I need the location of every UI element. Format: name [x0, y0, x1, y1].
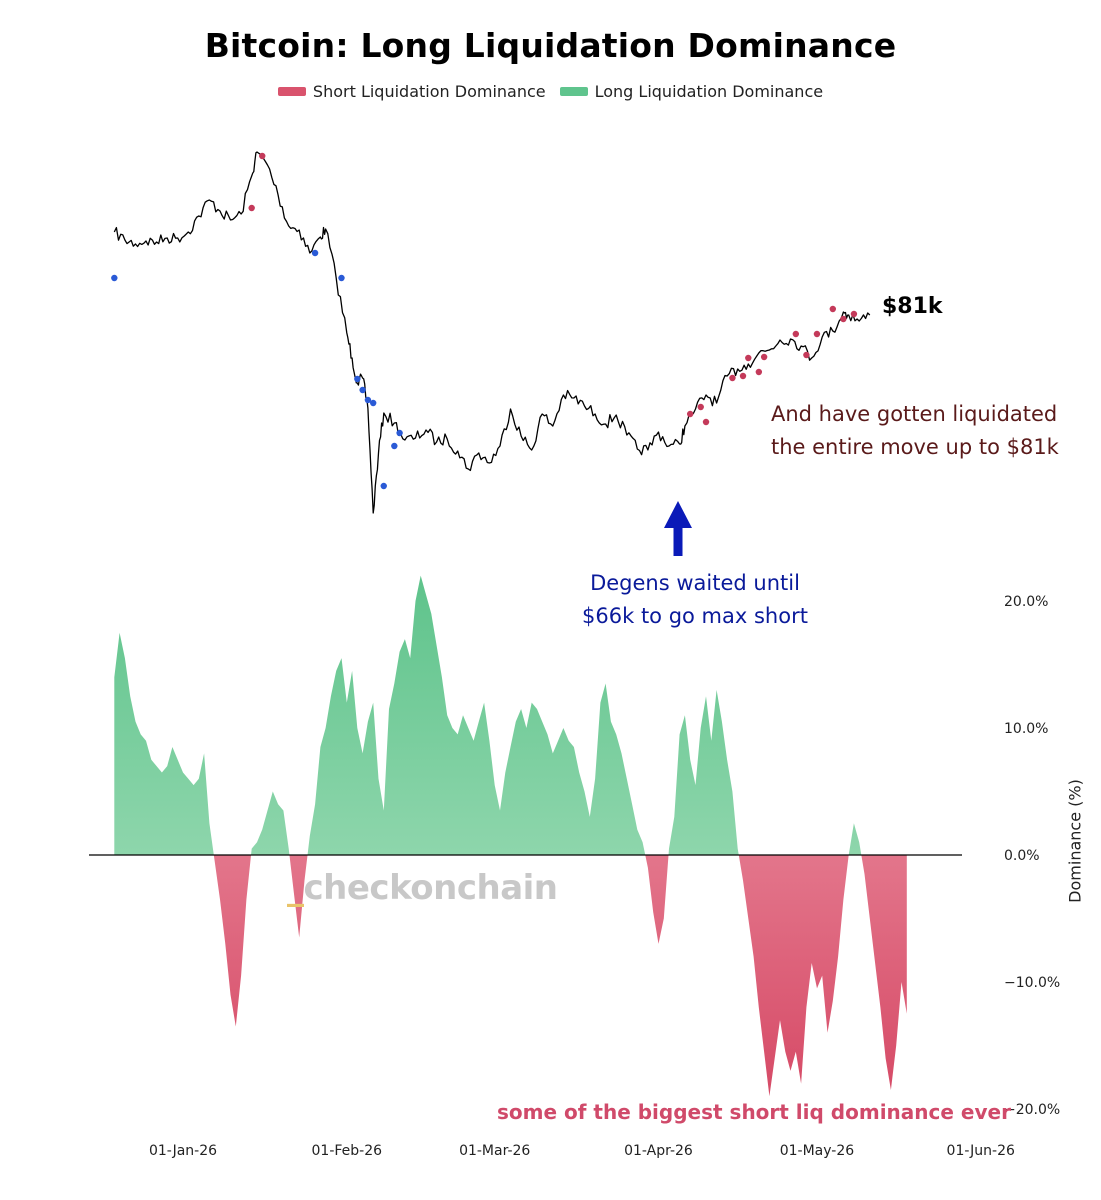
short-liquidation-marker: [840, 315, 847, 323]
x-tick-label: 01-Mar-26: [459, 1143, 530, 1159]
short-liquidation-marker: [248, 204, 255, 212]
short-liquidation-marker: [697, 403, 704, 411]
legend-swatch-long: [559, 87, 588, 96]
y-axis-title: Dominance (%): [1065, 779, 1085, 903]
short-liquidation-marker: [850, 310, 858, 318]
x-tick-label: 01-Jun-26: [947, 1143, 1015, 1159]
x-tick-label: 01-Feb-26: [312, 1143, 383, 1159]
long-liquidation-marker: [111, 274, 118, 282]
short-liquidation-marker: [803, 351, 810, 359]
long-liquidation-marker: [354, 375, 361, 383]
legend-item-long[interactable]: Long Liquidation Dominance: [559, 82, 824, 101]
chart-title: Bitcoin: Long Liquidation Dominance: [204, 26, 897, 65]
short-liquidation-marker: [760, 353, 768, 361]
price-line: [113, 151, 871, 514]
short-liquidation-marker: [729, 374, 736, 382]
legend-label-short: Short Liquidation Dominance: [312, 82, 546, 101]
short-liquidation-marker: [259, 152, 266, 160]
long-dominance-area: [114, 575, 907, 855]
long-liquidation-marker: [338, 274, 345, 282]
y-tick-label: 10.0%: [1004, 721, 1048, 737]
annotation-degens: Degens waited until $66k to go max short: [560, 567, 830, 633]
long-liquidation-marker: [391, 442, 398, 450]
watermark-underscore: _: [287, 868, 304, 908]
short-liquidation-marker: [702, 418, 710, 426]
y-tick-label: 0.0%: [1004, 848, 1040, 864]
y-tick-label: 20.0%: [1004, 594, 1048, 610]
short-liquidation-marker: [686, 410, 694, 418]
x-tick-label: 01-Jan-26: [149, 1143, 217, 1159]
short-liquidation-marker: [739, 372, 747, 380]
annotation-degens-line-2: $66k to go max short: [582, 604, 808, 628]
long-liquidation-marker: [396, 429, 403, 437]
short-dominance-area: [114, 855, 907, 1097]
short-liquidation-marker: [745, 354, 752, 362]
short-liquidation-marker: [792, 330, 800, 338]
annotation-price-label: $81k: [882, 294, 943, 319]
long-liquidation-marker: [380, 482, 387, 490]
annotation-liquidated: And have gotten liquidated the entire mo…: [771, 398, 1071, 464]
up-arrow-icon: [664, 501, 692, 556]
short-liquidation-marker: [755, 368, 763, 376]
annotation-biggest-short-liq: some of the biggest short liq dominance …: [497, 1100, 1011, 1124]
long-liquidation-marker: [369, 399, 377, 407]
annotation-liquidated-line-1: And have gotten liquidated: [771, 402, 1058, 426]
short-liquidation-marker: [829, 305, 837, 313]
long-liquidation-marker: [311, 249, 319, 257]
watermark-logo: _checkonchain: [287, 868, 558, 908]
watermark-text: checkonchain: [303, 868, 559, 908]
legend-item-short[interactable]: Short Liquidation Dominance: [277, 82, 546, 101]
x-tick-label: 01-Apr-26: [624, 1143, 693, 1159]
long-liquidation-marker: [359, 386, 366, 394]
long-liquidation-marker: [364, 396, 372, 404]
annotation-degens-line-1: Degens waited until: [590, 571, 800, 595]
annotation-liquidated-line-2: the entire move up to $81k: [771, 435, 1059, 459]
legend-label-long: Long Liquidation Dominance: [594, 82, 824, 101]
chart-legend: Short Liquidation Dominance Long Liquida…: [0, 82, 1101, 101]
short-liquidation-marker: [813, 330, 821, 338]
y-tick-label: −20.0%: [1004, 1102, 1060, 1118]
x-tick-label: 01-May-26: [780, 1143, 855, 1159]
legend-swatch-short: [277, 87, 306, 96]
y-tick-label: −10.0%: [1004, 975, 1060, 991]
